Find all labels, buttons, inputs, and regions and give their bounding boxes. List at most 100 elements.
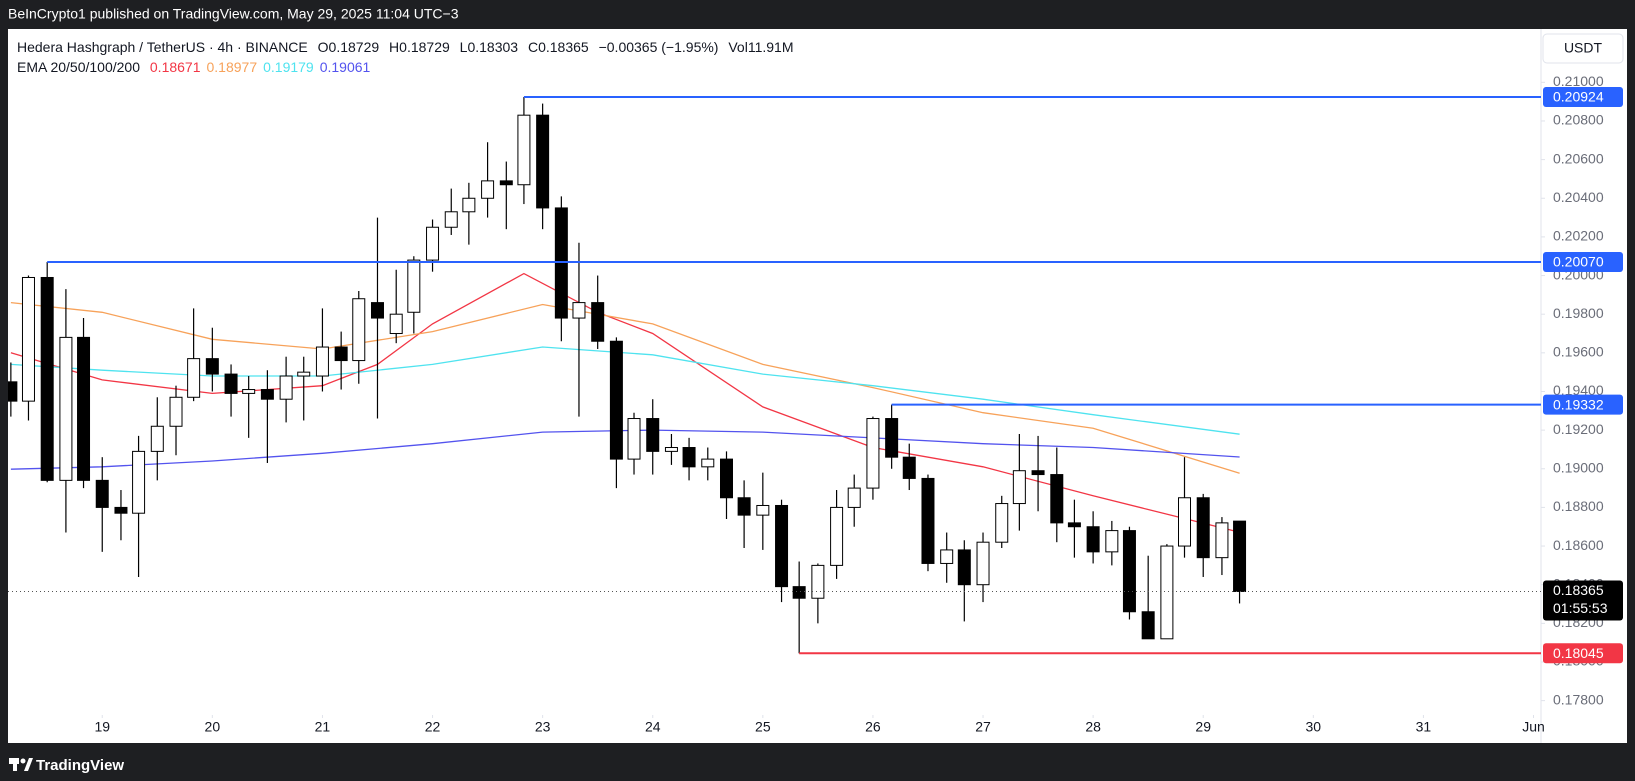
candle-body	[224, 373, 238, 394]
y-tick-label: 0.21000	[1553, 73, 1604, 89]
volume-value: 11.91M	[747, 39, 794, 55]
candle-body	[407, 259, 421, 313]
ohlc-value: 0.18365	[538, 39, 589, 55]
y-tick-label: 0.17800	[1553, 691, 1604, 707]
candle-body	[1196, 497, 1210, 559]
x-tick-label: 22	[425, 719, 441, 735]
candle-body	[205, 358, 219, 375]
ohlc-value: 0.18729	[399, 39, 450, 55]
x-tick-label: 25	[755, 719, 771, 735]
candle-body	[756, 504, 770, 516]
candle-body	[866, 418, 880, 489]
y-tick-label: 0.20400	[1553, 189, 1604, 205]
y-tick-label: 0.18600	[1553, 537, 1604, 553]
candle-body	[1160, 545, 1174, 640]
y-tick-label: 0.20600	[1553, 150, 1604, 166]
candle-body	[719, 458, 733, 499]
x-tick-label: 31	[1416, 719, 1432, 735]
level-tag	[1543, 87, 1623, 108]
candle-body	[536, 114, 550, 209]
plot	[8, 97, 1247, 654]
candle-body	[334, 346, 348, 362]
candle-body	[609, 340, 623, 460]
y-tick-label: 0.19600	[1553, 344, 1604, 360]
ohlc-value: 0.18303	[467, 39, 519, 55]
change: −0.00365 (−1.95%)	[598, 39, 719, 55]
level-tag	[1543, 643, 1623, 664]
x-tick-label: 28	[1085, 719, 1101, 735]
candle-body	[1031, 470, 1045, 476]
candle-body	[1141, 611, 1155, 640]
ema-value: 0.18977	[206, 59, 258, 75]
x-tick-label: 26	[865, 719, 881, 735]
candle-body	[242, 389, 256, 394]
level-label: 0.20924	[1553, 89, 1604, 105]
candle-body	[389, 313, 403, 335]
candle-body	[40, 276, 54, 481]
candle-body	[132, 450, 146, 514]
candle-body	[902, 456, 916, 479]
symbol: Hedera Hashgraph / TetherUS · 4h · BINAN…	[17, 39, 308, 55]
candle-body	[591, 302, 605, 342]
candle-body	[885, 418, 899, 458]
x-tick-label: 19	[94, 719, 110, 735]
candle-body	[664, 447, 678, 452]
candle-body	[957, 549, 971, 586]
chart-panel	[8, 29, 1627, 743]
x-tick-label: 27	[975, 719, 991, 735]
x-tick-label: 24	[645, 719, 661, 735]
candle-body	[830, 506, 844, 566]
candle-body	[737, 497, 751, 516]
ema-value: 0.19061	[319, 59, 371, 75]
y-tick-label: 0.20200	[1553, 228, 1604, 244]
candle-body	[187, 358, 201, 398]
level-label: 0.19332	[1553, 396, 1604, 412]
candle-body	[499, 180, 513, 186]
candle-body	[279, 375, 293, 400]
ema-value: 0.18671	[149, 59, 201, 75]
y-tick-label: 0.20800	[1553, 112, 1604, 128]
x-tick-label: 21	[315, 719, 331, 735]
x-tick-label: 30	[1306, 719, 1322, 735]
candle-body	[701, 458, 715, 468]
candle-body	[572, 302, 586, 319]
candle-body	[370, 302, 384, 319]
candle-body	[847, 487, 861, 508]
x-tick-label: 20	[205, 719, 221, 735]
footer-logo	[9, 758, 33, 771]
candle-body	[921, 477, 935, 564]
x-tick-label: 23	[535, 719, 551, 735]
candle-body	[1086, 526, 1100, 553]
ema-value: 0.19179	[263, 59, 314, 75]
currency-label[interactable]: USDT	[1564, 40, 1603, 56]
last-price-tag	[1543, 580, 1623, 621]
candle-body	[260, 389, 274, 400]
candle-body	[1012, 470, 1026, 505]
candle-body	[775, 504, 789, 588]
ohlc-key: C	[527, 39, 539, 55]
currency-button[interactable]	[1542, 33, 1624, 64]
candle-body	[1215, 522, 1229, 559]
y-tick-label: 0.18800	[1553, 498, 1604, 514]
candle-body	[59, 336, 73, 481]
y-tick-label: 0.19800	[1553, 305, 1604, 321]
candle-body	[1233, 520, 1247, 592]
last-price-label: 0.18365	[1553, 582, 1604, 598]
candle-body	[352, 298, 366, 362]
ema-line	[10, 429, 1240, 470]
level-tag	[1543, 394, 1623, 415]
candle-body	[77, 336, 91, 481]
candle-body	[811, 564, 825, 599]
x-tick-label: 29	[1195, 719, 1211, 735]
candle-body	[8, 381, 18, 402]
candle-body	[995, 503, 1009, 543]
candle-body	[1105, 530, 1119, 553]
candle-body	[517, 114, 531, 186]
ohlc-key: H	[389, 39, 400, 55]
candle-body	[1178, 497, 1192, 547]
candle-body	[627, 418, 641, 460]
ohlc-key: L	[459, 39, 468, 55]
y-tick-label: 0.19000	[1553, 459, 1604, 475]
